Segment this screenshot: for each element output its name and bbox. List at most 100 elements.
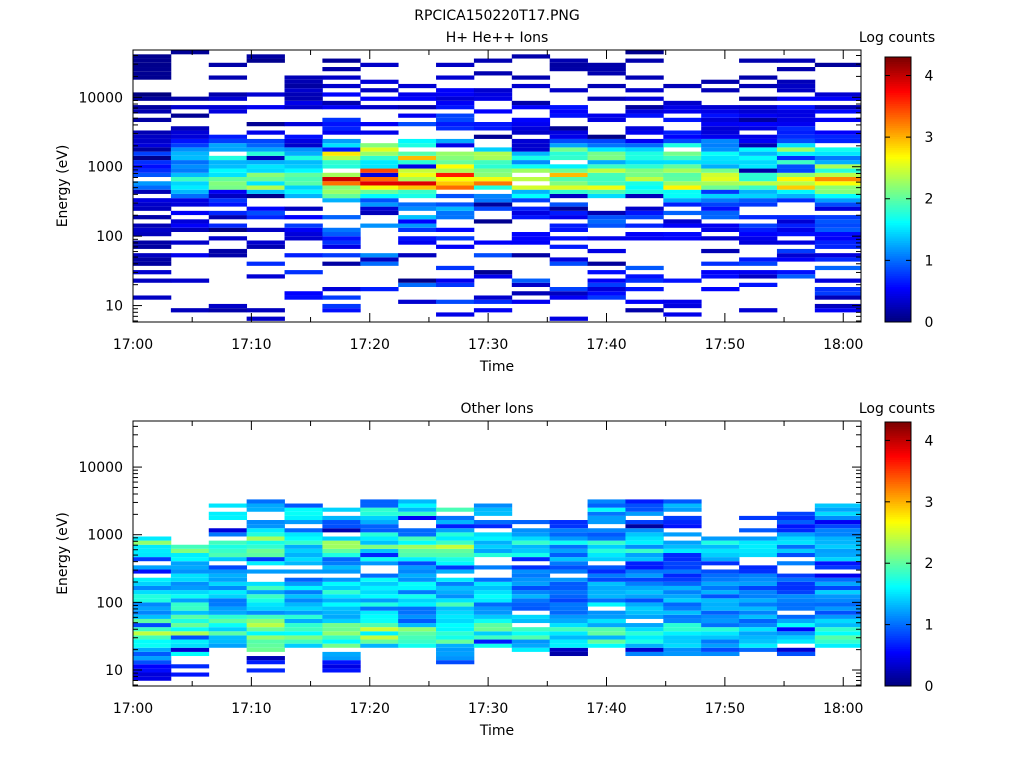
colorbar-swatch	[885, 426, 911, 430]
heatmap-cell	[549, 577, 588, 582]
heatmap-cell	[701, 581, 740, 586]
heatmap-cell	[701, 168, 740, 173]
heatmap-cell	[473, 614, 513, 619]
heatmap-cell	[625, 299, 664, 304]
heatmap-cell	[511, 193, 551, 199]
colorbar-frame	[884, 56, 912, 323]
heatmap-cell	[473, 606, 513, 611]
heatmap-cell	[776, 193, 816, 199]
heatmap-cell	[739, 227, 778, 232]
colorbar-swatch	[885, 589, 911, 592]
heatmap-cell	[776, 623, 816, 628]
heatmap-cell	[625, 189, 664, 194]
heatmap-cell	[436, 92, 475, 97]
colorbar-swatch	[885, 68, 911, 71]
colorbar-label: Log counts	[859, 30, 935, 46]
heatmap-cell	[170, 160, 210, 165]
colorbar-swatch	[885, 635, 911, 639]
heatmap-cell	[549, 62, 588, 68]
heatmap-cell	[473, 594, 513, 599]
heatmap-cell	[436, 639, 475, 644]
heatmap-cell	[511, 565, 551, 570]
heatmap-cell	[663, 143, 702, 148]
colorbar-swatch	[885, 65, 911, 69]
heatmap-cell	[246, 668, 285, 673]
heatmap-cell	[776, 143, 816, 148]
heatmap-cell	[170, 134, 210, 139]
heatmap-cell	[511, 602, 551, 607]
colorbar-swatch	[885, 681, 911, 685]
x-tick-label: 17:20	[350, 701, 390, 717]
heatmap-cell	[473, 520, 513, 525]
heatmap-cell	[814, 236, 862, 241]
heatmap-cell	[549, 287, 588, 292]
colorbar-swatch	[885, 59, 911, 62]
colorbar-swatch	[885, 644, 911, 647]
heatmap-cell	[587, 164, 626, 169]
heatmap-cell	[133, 202, 172, 207]
heatmap-cell	[549, 206, 588, 211]
heatmap-cell	[739, 631, 778, 636]
heatmap-cell	[776, 164, 816, 169]
heatmap-cell	[360, 594, 399, 599]
heatmap-cell	[360, 511, 399, 516]
heatmap-cell	[625, 215, 664, 220]
heatmap-cell	[284, 594, 323, 599]
heatmap-cell	[625, 532, 664, 537]
heatmap-cell	[473, 71, 513, 76]
heatmap-cell	[398, 164, 437, 169]
heatmap-cell	[739, 257, 778, 262]
heatmap-cell	[814, 134, 862, 139]
colorbar-swatch	[885, 118, 911, 122]
heatmap-cell	[701, 274, 740, 279]
heatmap-cell	[322, 227, 361, 232]
heatmap-cell	[398, 606, 437, 611]
heatmap-cell	[284, 223, 323, 228]
heatmap-cell	[170, 594, 210, 599]
colorbar-swatch	[885, 675, 911, 678]
heatmap-cell	[398, 511, 437, 516]
heatmap-cell	[133, 147, 172, 152]
heatmap-cell	[549, 623, 588, 628]
heatmap-cell	[663, 499, 702, 504]
heatmap-cell	[208, 189, 248, 194]
colorbar-swatch	[885, 158, 911, 162]
heatmap-cell	[625, 88, 664, 93]
heatmap-cell	[473, 511, 513, 516]
heatmap-cell	[625, 177, 664, 182]
heatmap-cell	[701, 189, 740, 194]
heatmap-cell	[322, 303, 361, 309]
heatmap-cell	[322, 122, 361, 127]
heatmap-cell	[398, 160, 437, 165]
colorbar-swatch	[885, 584, 911, 588]
colorbar-swatch	[885, 220, 911, 224]
heatmap-cell	[814, 92, 862, 97]
heatmap-cell	[398, 515, 437, 521]
heatmap-cell	[284, 623, 323, 628]
heatmap-cell	[511, 117, 551, 123]
heatmap-cell	[701, 143, 740, 148]
heatmap-cell	[322, 308, 361, 313]
heatmap-cell	[322, 198, 361, 203]
heatmap-cell	[701, 585, 740, 591]
heatmap-cell	[473, 126, 513, 131]
heatmap-cell	[473, 219, 513, 224]
heatmap-cell	[549, 105, 588, 110]
heatmap-cell	[284, 598, 323, 603]
colorbar-swatch	[885, 253, 911, 257]
heatmap-cell	[170, 552, 210, 558]
colorbar-swatch	[885, 578, 911, 581]
heatmap-cell	[133, 71, 172, 76]
heatmap-cell	[246, 598, 285, 603]
heatmap-cell	[625, 147, 664, 152]
heatmap-cell	[701, 639, 740, 644]
heatmap-cell	[549, 598, 588, 603]
colorbar-swatch	[885, 103, 911, 107]
heatmap-cell	[473, 536, 513, 541]
heatmap-cell	[549, 236, 588, 241]
heatmap-cell	[663, 635, 702, 640]
heatmap-cell	[284, 206, 323, 211]
heatmap-cell	[208, 606, 248, 611]
heatmap-cell	[284, 561, 323, 566]
